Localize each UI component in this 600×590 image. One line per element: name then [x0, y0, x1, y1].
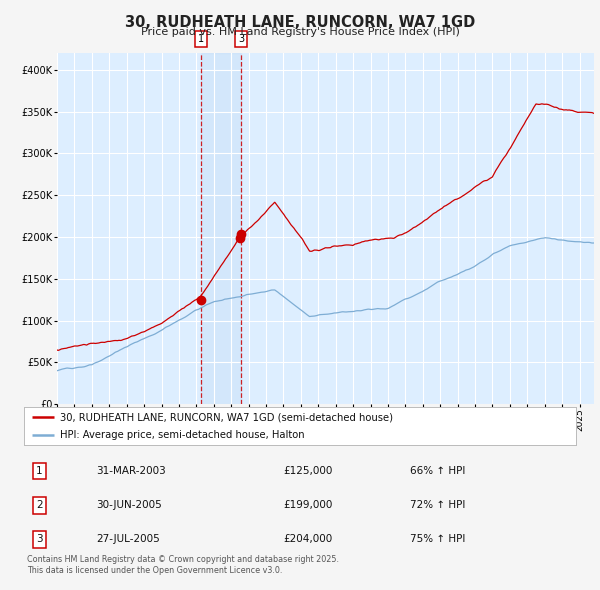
Text: £199,000: £199,000 [283, 500, 333, 510]
Text: 30, RUDHEATH LANE, RUNCORN, WA7 1GD: 30, RUDHEATH LANE, RUNCORN, WA7 1GD [125, 15, 475, 30]
Text: Contains HM Land Registry data © Crown copyright and database right 2025.
This d: Contains HM Land Registry data © Crown c… [27, 555, 339, 575]
Text: 1: 1 [36, 466, 43, 476]
Text: 72% ↑ HPI: 72% ↑ HPI [410, 500, 466, 510]
Text: 3: 3 [36, 535, 43, 544]
Text: 66% ↑ HPI: 66% ↑ HPI [410, 466, 466, 476]
Text: 3: 3 [238, 34, 244, 44]
Text: 31-MAR-2003: 31-MAR-2003 [96, 466, 166, 476]
Text: £204,000: £204,000 [283, 535, 332, 544]
Bar [200, 53, 241, 404]
Text: 30, RUDHEATH LANE, RUNCORN, WA7 1GD (semi-detached house): 30, RUDHEATH LANE, RUNCORN, WA7 1GD (sem… [60, 412, 393, 422]
Text: 2: 2 [36, 500, 43, 510]
Text: 75% ↑ HPI: 75% ↑ HPI [410, 535, 466, 544]
Text: 27-JUL-2005: 27-JUL-2005 [96, 535, 160, 544]
Text: £125,000: £125,000 [283, 466, 333, 476]
Text: 30-JUN-2005: 30-JUN-2005 [96, 500, 161, 510]
Text: 1: 1 [197, 34, 204, 44]
Text: Price paid vs. HM Land Registry's House Price Index (HPI): Price paid vs. HM Land Registry's House … [140, 27, 460, 37]
Text: HPI: Average price, semi-detached house, Halton: HPI: Average price, semi-detached house,… [60, 430, 305, 440]
